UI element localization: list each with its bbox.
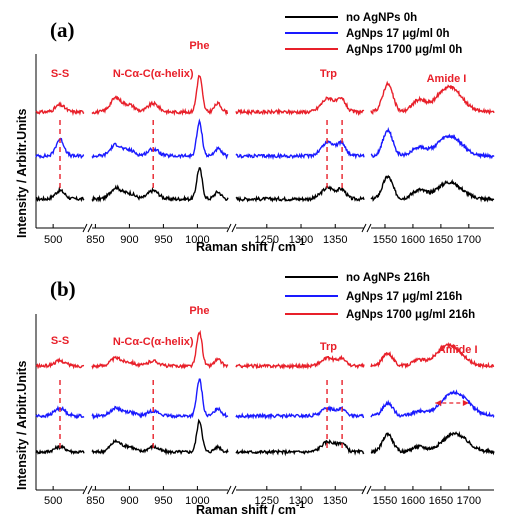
- panel-b-axis-break-1: [226, 485, 237, 495]
- panel-a-x-axis-label-main: Raman shift / cm: [196, 240, 296, 254]
- panel-b-annotation-0: S-S: [51, 335, 69, 347]
- panel-a-legend: no AgNPs 0h AgNps 17 μg/ml 0h AgNps 1700…: [285, 12, 462, 56]
- panel-b-shift-arrow-right-head: [462, 400, 469, 406]
- panel-b-axis-break-0: [82, 485, 93, 495]
- panel-b-series-2-line: [35, 329, 495, 370]
- panel-a-annotation-1: N-Cα-C(α-helix): [113, 68, 194, 80]
- panel-a-legend-entry-1: AgNps 17 μg/ml 0h: [346, 28, 450, 40]
- panel-b-x-axis-label: Raman shift / cm-1: [196, 500, 305, 517]
- panel-a-axis-break-0: [82, 223, 93, 233]
- panel-a-x-tick-label: 1250: [255, 234, 279, 246]
- panel-b-annotation-4: Amide I: [438, 344, 478, 356]
- panel-b-x-tick-label: 500: [44, 495, 62, 507]
- panel-b-x-tick-label: 900: [120, 495, 138, 507]
- panel-a-series-2-line: [35, 74, 495, 117]
- panel-a-annotation-3: Trp: [320, 68, 337, 80]
- panel-a-annotation-2: Phe: [189, 40, 209, 52]
- panel-b-x-tick-label: 950: [154, 495, 172, 507]
- panel-b-x-tick-label: 1700: [457, 495, 481, 507]
- panel-a-tag: (a): [50, 18, 75, 42]
- panel-b-marks: 500 850 900 950 1000 1250 1300 1350 1550 1600 1650…: [35, 305, 495, 507]
- panel-b-shift-arrow-left-head: [435, 400, 442, 406]
- panel-a-axis-break-1: [226, 223, 237, 233]
- panel-a-axis-break-2: [361, 223, 372, 233]
- panel-b-x-tick-label: 1600: [401, 495, 425, 507]
- panel-b-x-tick-label: 1000: [185, 495, 209, 507]
- panel-a-x-tick-label: 850: [86, 234, 104, 246]
- panel-a-annotation-0: S-S: [51, 68, 69, 80]
- panel-a-y-axis-label: Intensity / Arbitr.Units: [15, 109, 29, 238]
- panel-b-axis-break-2: [361, 485, 372, 495]
- panel-b-legend-entry-1: AgNps 17 μg/ml 216h: [346, 291, 462, 303]
- panel-a-x-axis-label-sup: -1: [296, 237, 305, 248]
- panel-b-annotation-1: N-Cα-C(α-helix): [113, 336, 194, 348]
- panel-b-x-tick-label: 1250: [255, 495, 279, 507]
- panel-a-x-tick-label: 1650: [429, 234, 453, 246]
- panel-b-y-axis-label: Intensity / Arbitr.Units: [15, 361, 29, 490]
- panel-a-marks: 500 850 900 950 1000 1250 1300 1350 1550 1600 1650…: [35, 40, 495, 246]
- panel-a-x-tick-label: 1550: [373, 234, 397, 246]
- panel-b-x-tick-label: 1350: [323, 495, 347, 507]
- panel-b-x-tick-label: 1300: [289, 495, 313, 507]
- panel-a-legend-entry-0: no AgNPs 0h: [346, 12, 417, 24]
- panel-a-x-tick-label: 900: [120, 234, 138, 246]
- panel-a-series-0-line: [35, 167, 495, 203]
- panel-a: (a) Intensity / Arbitr.Units Raman shift…: [15, 12, 495, 254]
- panel-b-x-axis-label-main: Raman shift / cm: [196, 503, 296, 517]
- panel-a-annotation-4: Amide I: [427, 73, 467, 85]
- panel-b-x-axis-label-sup: -1: [296, 500, 305, 511]
- panel-b-annotation-2: Phe: [189, 305, 209, 317]
- panel-b-tag: (b): [50, 277, 76, 301]
- panel-b-x-tick-label: 1650: [429, 495, 453, 507]
- panel-a-legend-entry-2: AgNps 1700 μg/ml 0h: [346, 44, 462, 56]
- panel-a-x-axis-label: Raman shift / cm-1: [196, 237, 305, 254]
- panel-b-annotation-3: Trp: [320, 341, 337, 353]
- panel-a-x-tick-label: 1350: [323, 234, 347, 246]
- panel-b-legend-entry-2: AgNps 1700 μg/ml 216h: [346, 309, 475, 321]
- panel-b-x-tick-label: 1550: [373, 495, 397, 507]
- panel-a-x-tick-label: 1300: [289, 234, 313, 246]
- panel-a-x-tick-label: 1600: [401, 234, 425, 246]
- panel-a-x-tick-label: 1700: [457, 234, 481, 246]
- panel-b: (b) Intensity / Arbitr.Units Raman shift…: [15, 272, 495, 517]
- panel-a-x-tick-label: 1000: [185, 234, 209, 246]
- panel-b-x-tick-label: 850: [86, 495, 104, 507]
- panel-a-x-tick-label: 950: [154, 234, 172, 246]
- panel-b-legend-entry-0: no AgNPs 216h: [346, 272, 430, 284]
- panel-a-x-tick-label: 500: [44, 234, 62, 246]
- panel-b-legend: no AgNPs 216h AgNps 17 μg/ml 216h AgNps …: [285, 272, 475, 321]
